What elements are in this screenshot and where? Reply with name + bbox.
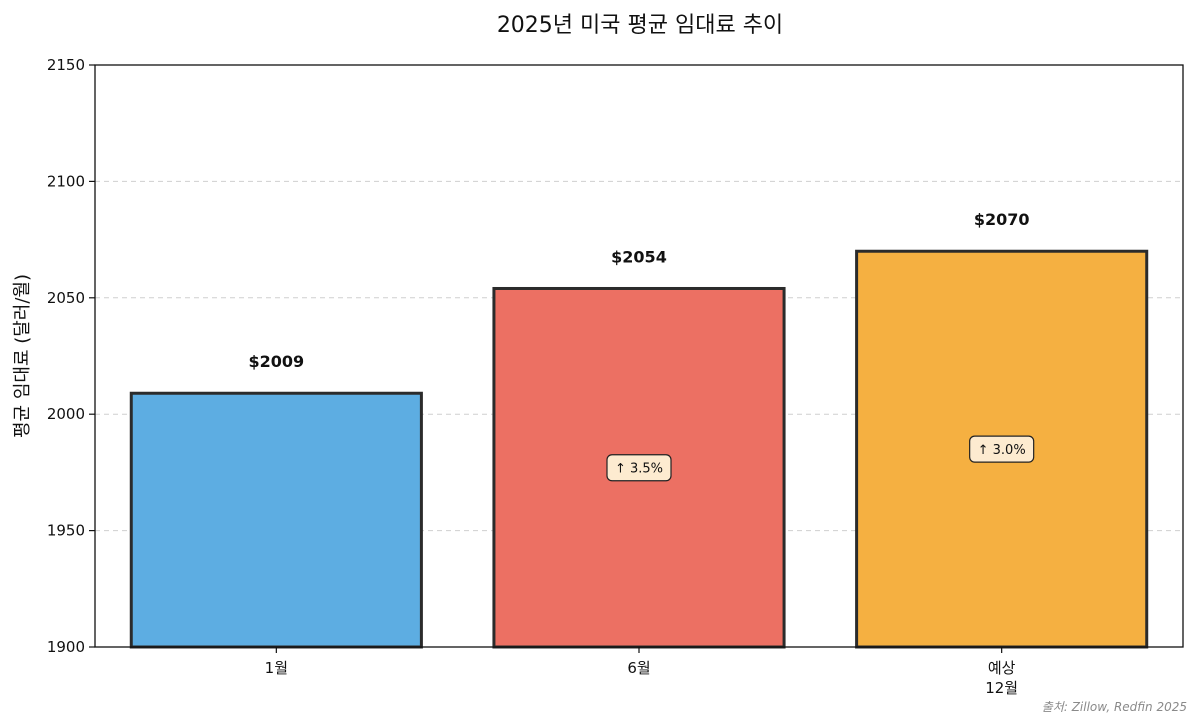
y-tick-label: 2050	[47, 289, 85, 307]
y-tick-label: 1900	[47, 638, 85, 656]
change-badge-box	[969, 435, 1035, 463]
change-label: ↑ 3.5%	[615, 462, 663, 477]
value-label: $2054	[611, 247, 667, 266]
y-tick-label: 1950	[47, 522, 85, 540]
value-label: $2070	[974, 210, 1030, 229]
x-tick-label: 예상 12월	[985, 659, 1018, 697]
source-note: 출처: Zillow, Redfin 2025	[1042, 700, 1187, 714]
y-axis-ticks: 1900 1950 2000 2050 2100 2150	[47, 56, 95, 656]
change-badge: ↑ 3.5%	[606, 454, 672, 482]
y-tick-label: 2000	[47, 405, 85, 423]
y-tick-label: 2150	[47, 56, 85, 74]
x-tick-label: 6월	[627, 659, 650, 677]
bars: $2009 $2054 ↑ 3.5% $2070 ↑ 3.0%	[129, 210, 1149, 649]
change-label: ↑ 3.0%	[978, 443, 1026, 458]
bar	[129, 391, 423, 649]
chart-title: 2025년 미국 평균 임대료 추이	[497, 13, 783, 38]
x-tick-label: 1월	[265, 659, 288, 677]
change-badge-box	[606, 454, 672, 482]
value-label: $2009	[248, 352, 304, 371]
change-badge: ↑ 3.0%	[969, 435, 1035, 463]
y-tick-label: 2100	[47, 172, 85, 190]
y-axis-label: 평균 임대료 (달러/월)	[12, 274, 33, 438]
x-axis-ticks: 1월 6월 예상 12월	[265, 647, 1018, 697]
